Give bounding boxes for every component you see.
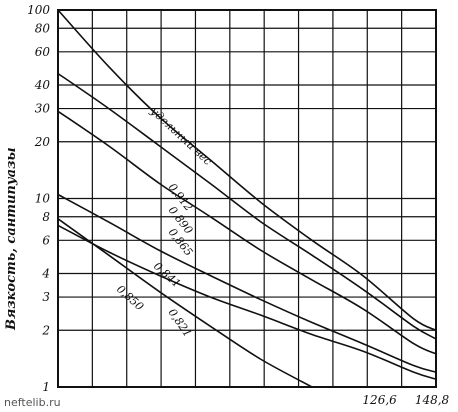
y-tick-label: 6 [42,233,50,247]
series-curves [57,9,437,388]
series-label: 0,821 [166,306,195,339]
series-line [57,224,437,380]
series-line [57,9,437,332]
watermark: neftelib.ru [4,396,61,409]
y-tick-label: 2 [41,323,50,337]
series-label: 0,841 [151,260,183,291]
y-tick-label: 40 [34,78,51,92]
x-tick-label: 126,6 [362,393,397,407]
series-line [57,218,313,388]
series-label: 0,850 [114,283,146,314]
y-tick-label: 3 [42,290,50,304]
y-axis-label: Вязкость, сантипуазы [4,147,19,331]
y-tick-label: 10 [35,192,51,206]
y-tick-label: 30 [35,102,51,116]
y-tick-label: 1 [42,380,50,394]
x-tick-label: 148,8 [415,393,450,407]
y-tick-label: 100 [27,3,50,17]
y-tick-labels: 100 80 60 40 30 20 10 8 6 4 3 2 1 [27,3,50,394]
y-tick-label: 60 [35,45,51,59]
plot-frame [57,9,437,388]
legend-title: удельный вес [147,104,214,168]
series-line [57,110,437,355]
chart-grid [58,10,436,387]
y-tick-label: 8 [42,210,50,224]
y-tick-label: 4 [41,267,50,281]
series-line [57,72,437,340]
y-tick-label: 80 [35,21,51,35]
x-tick-labels: 126,6 148,8 [362,393,449,407]
series-line [57,193,437,373]
y-tick-label: 20 [34,135,51,149]
